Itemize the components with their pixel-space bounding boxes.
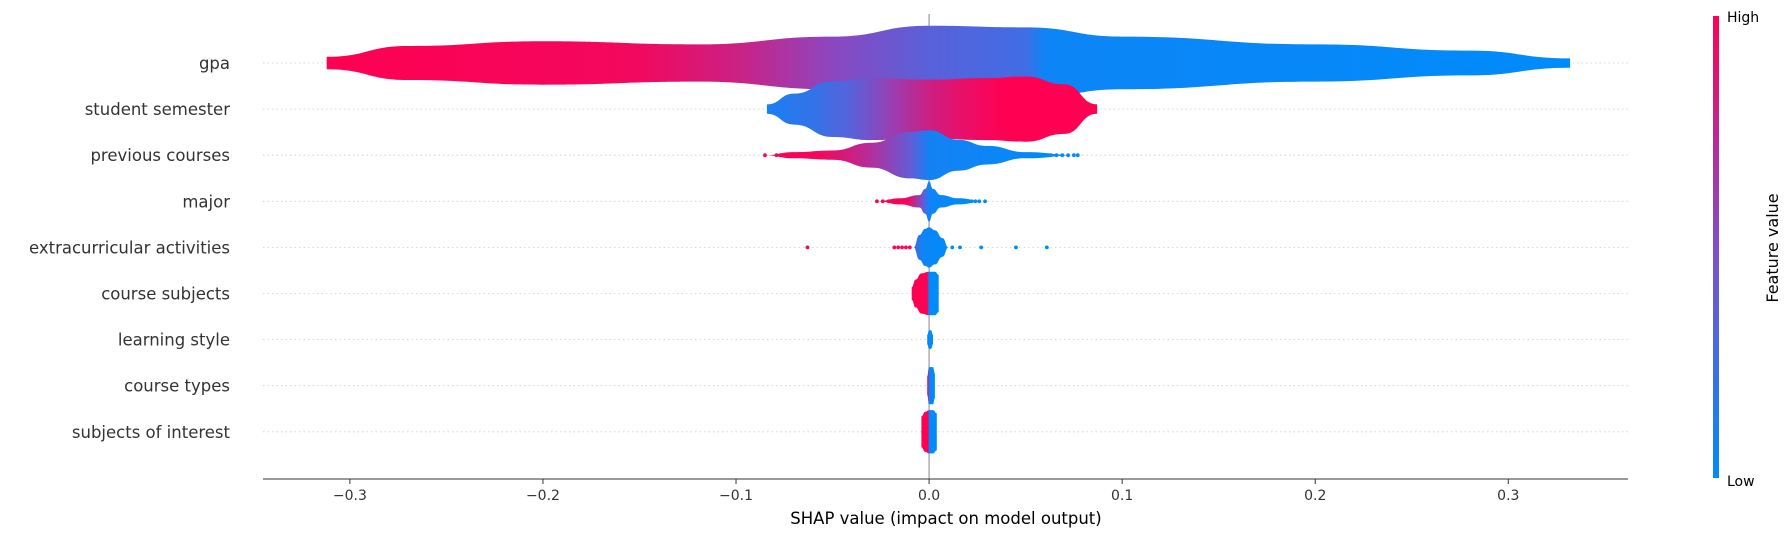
feature-label-student-semester: student semester <box>85 100 231 119</box>
violin-learning-style <box>927 330 933 349</box>
violin-course-subjects <box>911 271 939 316</box>
colorbar: High Low Feature value <box>1713 10 1782 490</box>
dot-major <box>894 199 899 204</box>
dot-previous-courses <box>799 153 804 158</box>
x-axis-label: SHAP value (impact on model output) <box>790 509 1101 528</box>
violin-gpa <box>326 25 1571 101</box>
feature-label-learning-style: learning style <box>118 331 230 350</box>
dot-major <box>954 199 959 204</box>
dot-previous-courses <box>1066 153 1070 158</box>
dot-extracurricular-activities <box>979 245 984 250</box>
violin-course-types <box>927 367 935 405</box>
dot-extracurricular-activities <box>1044 245 1049 250</box>
dot-major <box>898 199 903 204</box>
feature-label-subjects-of-interest: subjects of interest <box>72 423 231 442</box>
dot-extracurricular-activities <box>950 245 955 250</box>
dot-previous-courses <box>1060 153 1065 158</box>
dot-previous-courses <box>774 153 779 158</box>
dot-major <box>875 199 879 204</box>
colorbar-high-label: High <box>1727 10 1759 26</box>
dot-major <box>905 199 910 204</box>
colorbar-gradient <box>1713 16 1719 478</box>
dot-previous-courses <box>763 153 767 158</box>
dot-previous-courses <box>1075 153 1080 158</box>
dot-previous-courses <box>778 153 783 158</box>
dot-previous-courses <box>1025 153 1030 158</box>
dot-extracurricular-activities <box>896 245 901 250</box>
x-tick-label: 0.0 <box>918 488 940 504</box>
dot-previous-courses <box>803 153 808 158</box>
dot-extracurricular-activities <box>805 245 810 250</box>
dot-previous-courses <box>1054 153 1059 158</box>
dot-previous-courses <box>1031 153 1036 158</box>
feature-label-gpa: gpa <box>199 54 230 73</box>
feature-label-course-subjects: course subjects <box>101 285 230 304</box>
violin-previous-courses <box>765 130 1078 180</box>
dot-previous-courses <box>1043 153 1047 158</box>
dot-major <box>977 199 982 204</box>
x-tick-label: 0.2 <box>1304 488 1326 504</box>
dot-major <box>886 199 891 204</box>
x-tick-label: −0.2 <box>526 488 560 504</box>
dot-previous-courses <box>1014 153 1018 158</box>
dot-major <box>890 199 895 204</box>
violins <box>326 25 1571 454</box>
dot-major <box>950 199 955 204</box>
dot-previous-courses <box>807 153 812 158</box>
violin-extracurricular-activities <box>913 227 949 268</box>
dot-major <box>969 199 974 204</box>
dot-extracurricular-activities <box>958 245 962 250</box>
feature-label-course-types: course types <box>124 377 230 396</box>
dot-extracurricular-activities <box>900 245 904 250</box>
dot-previous-courses <box>1019 153 1024 158</box>
dot-previous-courses <box>811 153 816 158</box>
dot-extracurricular-activities <box>892 245 897 250</box>
dot-previous-courses <box>792 153 796 158</box>
x-axis: −0.3 −0.2 −0.1 0.0 0.1 0.2 0.3 <box>263 478 1628 504</box>
dot-previous-courses <box>788 153 792 158</box>
dot-major <box>965 199 970 204</box>
x-tick-label: 0.1 <box>1111 488 1133 504</box>
violin-subjects-of-interest <box>921 410 937 454</box>
dot-extracurricular-activities <box>1014 245 1018 250</box>
dot-extracurricular-activities <box>907 245 912 250</box>
outlier-dots <box>763 153 1080 250</box>
feature-label-extracurricular-activities: extracurricular activities <box>29 238 230 257</box>
dot-extracurricular-activities <box>904 245 908 250</box>
dot-major <box>973 199 978 204</box>
dot-previous-courses <box>1048 153 1053 158</box>
dot-previous-courses <box>1071 153 1076 158</box>
violin-student-semester <box>766 76 1098 142</box>
dot-major <box>902 199 906 204</box>
x-tick-label: 0.3 <box>1497 488 1519 504</box>
colorbar-title: Feature value <box>1763 193 1782 302</box>
dot-previous-courses <box>819 153 823 158</box>
dot-major <box>880 199 885 204</box>
x-tick-label: −0.1 <box>719 488 753 504</box>
dot-previous-courses <box>795 153 800 158</box>
dot-major <box>961 199 966 204</box>
dot-major <box>958 199 962 204</box>
feature-labels: gpa student semester previous courses major… <box>29 54 231 442</box>
x-tick-label: −0.3 <box>333 488 367 504</box>
dot-previous-courses <box>782 153 787 158</box>
dot-major <box>983 199 987 204</box>
colorbar-low-label: Low <box>1727 474 1755 490</box>
dot-previous-courses <box>1037 153 1042 158</box>
feature-label-previous-courses: previous courses <box>90 146 230 165</box>
feature-label-major: major <box>182 192 230 211</box>
violin-major <box>877 181 986 222</box>
dot-previous-courses <box>1008 153 1013 158</box>
dot-previous-courses <box>815 153 820 158</box>
dot-major <box>946 199 951 204</box>
